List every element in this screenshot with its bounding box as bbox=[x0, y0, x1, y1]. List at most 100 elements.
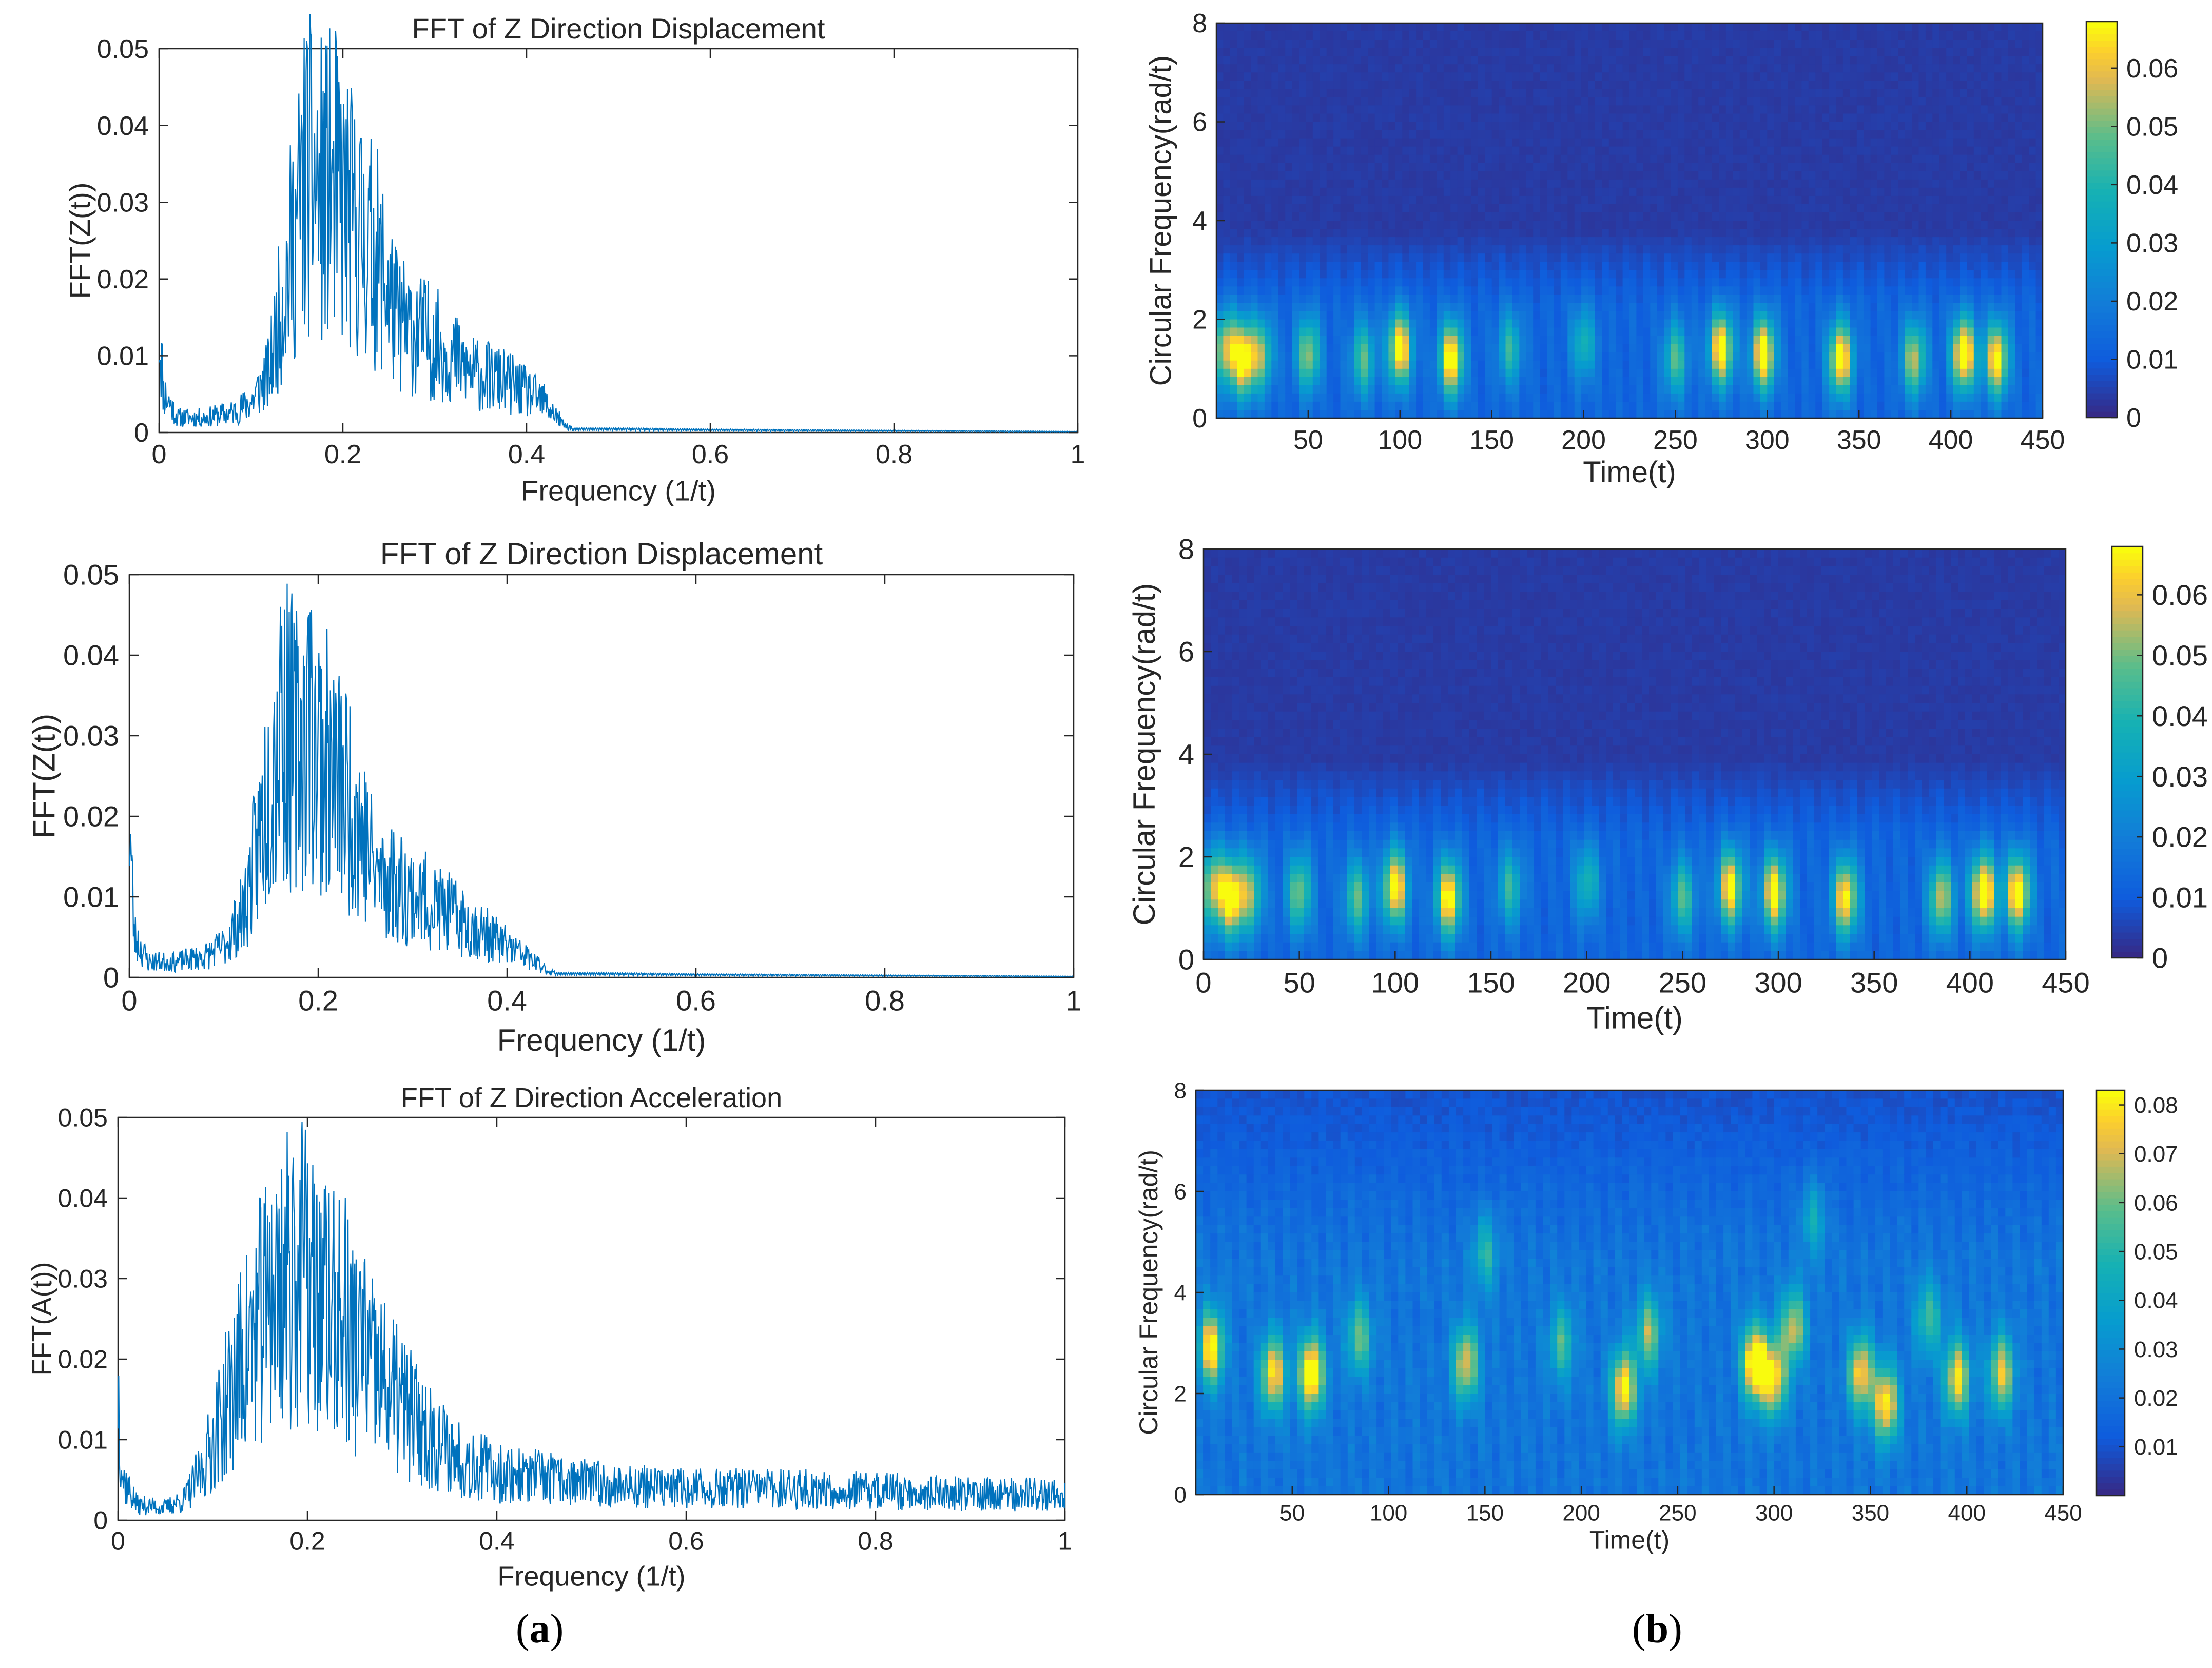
heatmap-cell bbox=[1478, 130, 1485, 139]
heatmap-cell bbox=[1643, 237, 1651, 246]
heatmap-cell bbox=[1285, 393, 1293, 402]
heatmap-cell bbox=[1898, 221, 1906, 229]
heatmap-cell bbox=[1491, 138, 1499, 147]
heatmap-cell bbox=[1567, 40, 1575, 48]
heatmap-cell bbox=[1464, 138, 1472, 147]
heatmap-cell bbox=[1244, 270, 1251, 279]
heatmap-cell bbox=[1808, 262, 1816, 270]
heatmap-cell bbox=[1657, 278, 1664, 287]
heatmap-cell bbox=[1781, 146, 1789, 155]
heatmap-cell bbox=[1278, 195, 1286, 205]
heatmap-cell bbox=[1374, 130, 1382, 139]
heatmap-cell bbox=[1320, 377, 1327, 386]
heatmap-cell bbox=[1650, 352, 1658, 361]
heatmap-cell bbox=[1437, 204, 1444, 213]
heatmap-cell bbox=[1382, 352, 1389, 361]
heatmap-cell bbox=[1464, 410, 1472, 419]
heatmap-cell bbox=[1464, 319, 1472, 328]
heatmap-cell bbox=[1244, 179, 1251, 188]
heatmap-cell bbox=[1705, 377, 1713, 386]
heatmap-cell bbox=[1884, 130, 1892, 139]
heatmap-cell bbox=[1443, 327, 1451, 337]
heatmap-cell bbox=[1519, 204, 1527, 213]
heatmap-cell bbox=[1264, 171, 1272, 180]
heatmap-cell bbox=[1402, 89, 1410, 98]
heatmap-cell bbox=[1719, 97, 1726, 106]
heatmap-cell bbox=[1326, 105, 1334, 114]
heatmap-cell bbox=[1271, 122, 1279, 131]
heatmap-cell bbox=[1519, 377, 1527, 386]
heatmap-cell bbox=[1602, 23, 1609, 32]
heatmap-cell bbox=[1416, 48, 1424, 56]
heatmap-cell bbox=[1278, 221, 1286, 229]
heatmap-cell bbox=[1437, 401, 1444, 410]
heatmap-cell bbox=[1753, 319, 1761, 328]
heatmap-cell bbox=[1540, 221, 1547, 229]
heatmap-cell bbox=[1560, 393, 1568, 402]
heatmap-cell bbox=[1739, 56, 1747, 65]
heatmap-cell bbox=[1842, 360, 1851, 369]
heatmap-cell bbox=[1898, 81, 1906, 90]
heatmap-cell bbox=[1395, 311, 1403, 320]
heatmap-cell bbox=[1560, 97, 1568, 106]
heatmap-cell bbox=[1278, 146, 1286, 155]
heatmap-cell bbox=[1312, 171, 1320, 180]
heatmap-cell bbox=[1361, 352, 1368, 361]
heatmap-cell bbox=[1285, 385, 1293, 394]
heatmap-cell bbox=[1905, 319, 1912, 328]
heatmap-cell bbox=[1471, 336, 1479, 345]
heatmap-cell bbox=[1429, 31, 1438, 40]
heatmap-cell bbox=[1856, 187, 1864, 197]
heatmap-cell bbox=[1478, 229, 1485, 238]
heatmap-cell bbox=[1382, 122, 1389, 131]
heatmap-cell bbox=[1395, 245, 1403, 254]
heatmap-cell bbox=[1629, 295, 1637, 304]
heatmap-cell bbox=[1753, 23, 1761, 32]
heatmap-cell bbox=[1884, 187, 1892, 197]
heatmap-cell bbox=[1429, 278, 1438, 287]
heatmap-cell bbox=[1870, 303, 1878, 312]
heatmap-cell bbox=[1526, 221, 1534, 229]
heatmap-cell bbox=[1753, 295, 1761, 304]
heatmap-cell bbox=[1574, 195, 1582, 205]
heatmap-cell bbox=[1271, 31, 1279, 40]
heatmap-cell bbox=[1912, 56, 1919, 65]
heatmap-cell bbox=[1719, 171, 1726, 180]
heatmap-cell bbox=[1856, 385, 1864, 394]
heatmap-cell bbox=[1856, 401, 1864, 410]
heatmap-cell bbox=[1588, 154, 1596, 164]
heatmap-cell bbox=[1636, 138, 1644, 147]
heatmap-cell bbox=[1395, 81, 1403, 90]
heatmap-cell bbox=[1602, 89, 1609, 98]
heatmap-cell bbox=[1237, 122, 1245, 131]
heatmap-cell bbox=[1856, 278, 1864, 287]
heatmap-cell bbox=[1299, 401, 1307, 410]
heatmap-cell bbox=[1257, 229, 1265, 238]
heatmap-cell bbox=[1905, 187, 1912, 197]
heatmap-cell bbox=[1361, 97, 1368, 106]
heatmap-cell bbox=[1836, 286, 1844, 296]
heatmap-cell bbox=[1264, 179, 1272, 188]
heatmap-cell bbox=[1905, 221, 1912, 229]
heatmap-cell bbox=[1361, 154, 1368, 164]
heatmap-cell bbox=[1402, 278, 1410, 287]
heatmap-cell bbox=[1774, 171, 1781, 180]
heatmap-cell bbox=[1581, 336, 1589, 345]
heatmap-cell bbox=[1443, 270, 1451, 279]
heatmap-cell bbox=[1788, 48, 1795, 56]
heatmap-cell bbox=[1801, 319, 1809, 328]
heatmap-cell bbox=[1251, 352, 1258, 361]
heatmap-cell bbox=[1698, 303, 1706, 312]
heatmap-cell bbox=[1326, 253, 1334, 262]
heatmap-cell bbox=[1526, 138, 1534, 147]
heatmap-cell bbox=[1519, 278, 1527, 287]
heatmap-cell bbox=[1271, 72, 1279, 82]
heatmap-cell bbox=[1382, 410, 1389, 419]
heatmap-cell bbox=[1533, 31, 1541, 40]
heatmap-cell bbox=[1698, 81, 1706, 90]
heatmap-cell bbox=[1292, 385, 1299, 394]
heatmap-cell bbox=[1554, 410, 1561, 419]
heatmap-cell bbox=[1491, 327, 1499, 337]
heatmap-cell bbox=[1905, 393, 1912, 402]
heatmap-cell bbox=[1898, 286, 1906, 296]
